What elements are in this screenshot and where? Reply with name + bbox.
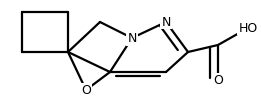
Text: O: O (213, 73, 223, 86)
Text: N: N (127, 32, 137, 45)
Text: O: O (81, 83, 91, 96)
Text: N: N (161, 16, 171, 29)
Text: HO: HO (238, 22, 258, 35)
